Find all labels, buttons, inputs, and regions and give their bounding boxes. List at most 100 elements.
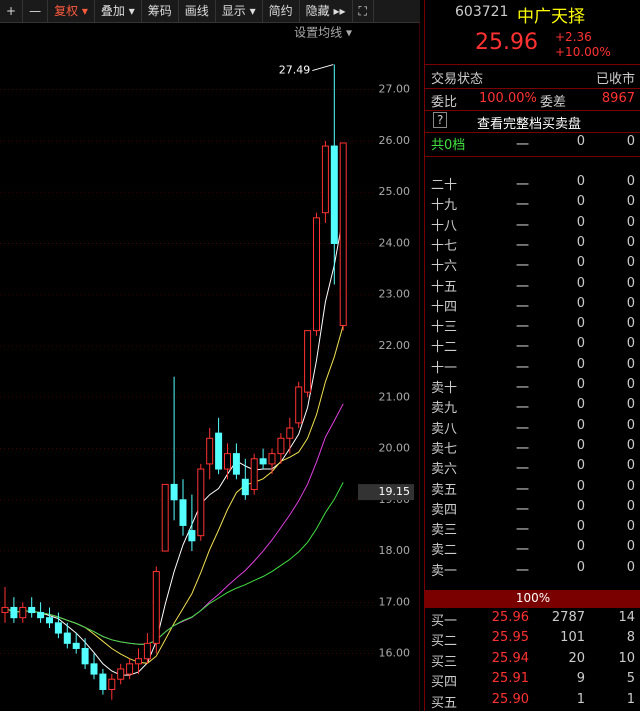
level-volume: 0: [576, 397, 585, 413]
level-count: 1: [626, 691, 635, 707]
candle-body: [241, 478, 249, 496]
level-price: 一: [515, 462, 529, 478]
level-count: 0: [626, 194, 635, 210]
level-label: 十一: [431, 360, 458, 376]
level-volume: 2787: [551, 610, 585, 625]
toolbar-button[interactable]: 隐藏 ▸▸: [300, 0, 353, 22]
candle-body: [161, 483, 169, 552]
toolbar-button[interactable]: +: [0, 0, 24, 22]
level-count: 0: [626, 295, 635, 311]
toolbar-button[interactable]: 复权 ▾: [48, 0, 95, 22]
level-volume: 0: [576, 417, 585, 433]
level-price: 一: [515, 340, 529, 356]
level-volume: 0: [576, 275, 585, 291]
candle-body: [90, 663, 98, 675]
candle-body: [224, 453, 231, 470]
separator: [425, 132, 640, 133]
level-volume: 0: [576, 437, 585, 453]
toolbar-button[interactable]: 叠加 ▾: [95, 0, 142, 22]
y-tick-label: 23.00: [379, 288, 411, 301]
separator: [425, 88, 640, 89]
level-volume: 0: [576, 316, 585, 332]
candle-body: [143, 642, 151, 660]
level-label: 卖五: [431, 482, 458, 498]
full-book-link[interactable]: 查看完整档买卖盘: [477, 117, 582, 132]
candle-body: [152, 571, 160, 644]
level-price: 一: [515, 441, 529, 457]
level-count: 0: [626, 458, 635, 474]
level-label: 十二: [431, 340, 458, 356]
change-pct: +10.00%: [555, 45, 611, 59]
candle-body: [46, 617, 53, 624]
level-volume: 0: [576, 377, 585, 392]
level-volume: 0: [576, 336, 585, 352]
level-count: 10: [618, 650, 635, 666]
annotation-arrow: [312, 64, 334, 72]
level-volume: 0: [576, 458, 585, 474]
y-tick-label: 25.00: [379, 185, 411, 198]
level-label: 十八: [431, 218, 458, 234]
toolbar-button[interactable]: 筹码: [142, 0, 179, 22]
candle-body: [170, 483, 178, 501]
candle-body: [99, 673, 107, 690]
candle-body: [81, 647, 89, 665]
toolbar: + — 复权 ▾ 叠加 ▾ 筹码 画线 显示 ▾ 简约 隐藏 ▸▸ ⛶: [0, 0, 420, 23]
candle-body: [63, 632, 71, 644]
level-volume: 0: [576, 356, 585, 372]
level-price: 一: [515, 543, 529, 559]
candle-body: [339, 142, 347, 326]
level-price: 一: [515, 198, 529, 214]
candle-body: [268, 453, 276, 465]
level-price: 一: [515, 421, 529, 437]
level-label: 卖七: [431, 441, 458, 457]
level-volume: 0: [576, 498, 585, 514]
candle-body: [179, 499, 187, 526]
candle-body: [232, 453, 240, 475]
ratio-bar-label: 100%: [515, 591, 551, 605]
level-label: 卖二: [431, 543, 458, 559]
toolbar-button[interactable]: 画线: [179, 0, 216, 22]
level-label: 买五: [431, 695, 458, 711]
change: +2.36: [555, 30, 592, 44]
level-volume: 0: [576, 134, 585, 149]
level-price: 一: [515, 218, 529, 234]
price: 25.96: [475, 30, 538, 55]
level-label: 十五: [431, 279, 458, 295]
price-marker-bg: [358, 484, 414, 501]
label: 交易状态: [431, 72, 484, 87]
level-label: 卖四: [431, 502, 458, 518]
y-tick-label: 16.00: [379, 647, 411, 660]
candle-body: [135, 658, 142, 665]
candle-body: [72, 642, 80, 649]
level-label: 共0档: [431, 138, 466, 153]
candle-body: [330, 145, 338, 244]
y-tick-label: 17.00: [379, 595, 411, 608]
candle-body: [28, 606, 36, 614]
level-volume: 0: [576, 295, 585, 311]
level-count: 0: [626, 539, 635, 555]
level-price: 一: [515, 238, 529, 254]
candle-body: [188, 530, 196, 542]
level-count: 0: [626, 255, 635, 271]
level-price: 一: [515, 178, 529, 193]
separator: [425, 64, 640, 65]
level-price: 一: [515, 502, 529, 518]
level-count: 0: [626, 437, 635, 453]
stock-name: 中广天择: [517, 7, 585, 27]
level-count: 14: [618, 610, 635, 625]
level-volume: 0: [576, 174, 585, 189]
toolbar-button[interactable]: ⛶: [353, 0, 374, 22]
value: 8967: [601, 91, 635, 106]
help-icon[interactable]: ?: [433, 112, 448, 128]
toolbar-button[interactable]: —: [23, 0, 49, 22]
toolbar-button[interactable]: 简约: [263, 0, 300, 22]
level-label: 买四: [431, 675, 458, 691]
toolbar-button[interactable]: 显示 ▾: [216, 0, 263, 22]
level-label: 卖八: [431, 421, 458, 437]
level-label: 十三: [431, 320, 458, 336]
level-count: 0: [626, 134, 635, 149]
y-tick-label: 20.00: [379, 442, 411, 455]
level-price: 一: [515, 360, 529, 376]
candle-body: [126, 663, 134, 675]
candle-body: [19, 606, 27, 619]
